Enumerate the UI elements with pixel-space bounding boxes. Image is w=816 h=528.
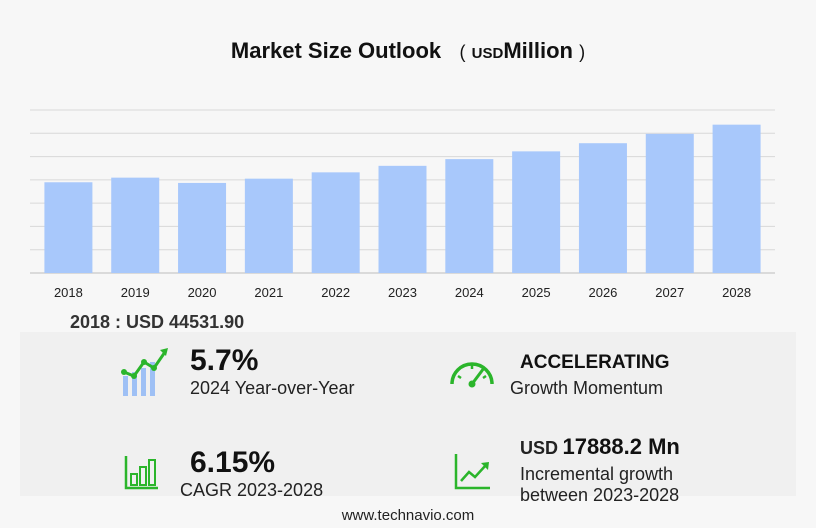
momentum-icon-wrap (448, 354, 496, 393)
base-year-value: 2018 : USD 44531.90 (70, 312, 245, 332)
x-tick-label-2021: 2021 (254, 285, 283, 300)
bar-2023 (378, 165, 427, 273)
incremental-value: 17888.2 Mn (562, 434, 680, 459)
yoy-value: 5.7% (190, 344, 259, 377)
chart-title-open-paren: ( (459, 42, 466, 62)
cagr-icon-wrap (124, 454, 160, 495)
x-tick-label-2018: 2018 (54, 285, 83, 300)
bar-2019 (111, 177, 160, 273)
chart-title-main: Market Size Outlook (230, 38, 442, 63)
bar-2027 (645, 133, 694, 273)
bar-2028 (712, 124, 761, 273)
bar-2021 (244, 178, 293, 273)
x-tick-label-2022: 2022 (321, 285, 350, 300)
bar-2026 (578, 143, 627, 273)
bar-2020 (178, 182, 227, 273)
chart-title: Market Size Outlook ( USDMillion ) (0, 38, 816, 64)
speedometer-icon (450, 362, 494, 388)
bar-2022 (311, 172, 360, 273)
bar-2018 (44, 182, 93, 273)
incremental-label-line2: between 2023-2028 (520, 485, 680, 505)
x-tick-label-2023: 2023 (388, 285, 417, 300)
yoy-metric: 5.7% 2024 Year-over-Year (190, 344, 354, 399)
x-tick-label-2024: 2024 (455, 285, 484, 300)
cagr-label: CAGR 2023-2028 (180, 480, 324, 500)
bar-chart: 2018 2019 2020 2021 2022 2023 2024 2025 2026 2027… (30, 109, 775, 300)
cagr-value: 6.15% (190, 446, 276, 479)
footer-url: www.technavio.com (341, 507, 475, 524)
metrics-panel: 5.7% 2024 Year-over-Year ACCELERATING Gr… (20, 332, 796, 505)
momentum-label: Growth Momentum (510, 378, 664, 398)
incremental-metric: USD 17888.2 Mn Incremental growth betwee… (520, 434, 680, 506)
incremental-currency: USD (520, 438, 559, 458)
growth-chart-icon (121, 348, 168, 396)
chart-title-close-paren: ) (579, 42, 586, 62)
incremental-icon-wrap (454, 452, 492, 495)
x-tick-label-2020: 2020 (188, 285, 217, 300)
momentum-value: ACCELERATING (520, 352, 670, 373)
bar-2024 (445, 159, 494, 273)
chart-title-scale: Million (503, 38, 573, 63)
cagr-metric: 6.15% CAGR 2023-2028 (180, 446, 323, 501)
yoy-label: 2024 Year-over-Year (190, 378, 355, 398)
incremental-label-line1: Incremental growth (520, 464, 674, 484)
line-chart-icon (454, 454, 490, 490)
bar-chart-icon (124, 456, 158, 490)
x-tick-label-2028: 2028 (722, 285, 751, 300)
x-tick-label-2019: 2019 (121, 285, 150, 300)
incremental-headline: USD 17888.2 Mn (520, 434, 680, 460)
chart-title-currency: USD (471, 45, 504, 62)
yoy-icon-wrap (118, 346, 170, 403)
x-tick-label-2026: 2026 (588, 285, 617, 300)
x-tick-label-2027: 2027 (655, 285, 684, 300)
bar-2025 (512, 151, 561, 273)
momentum-metric: ACCELERATING Growth Momentum (510, 352, 670, 399)
x-tick-label-2025: 2025 (522, 285, 551, 300)
